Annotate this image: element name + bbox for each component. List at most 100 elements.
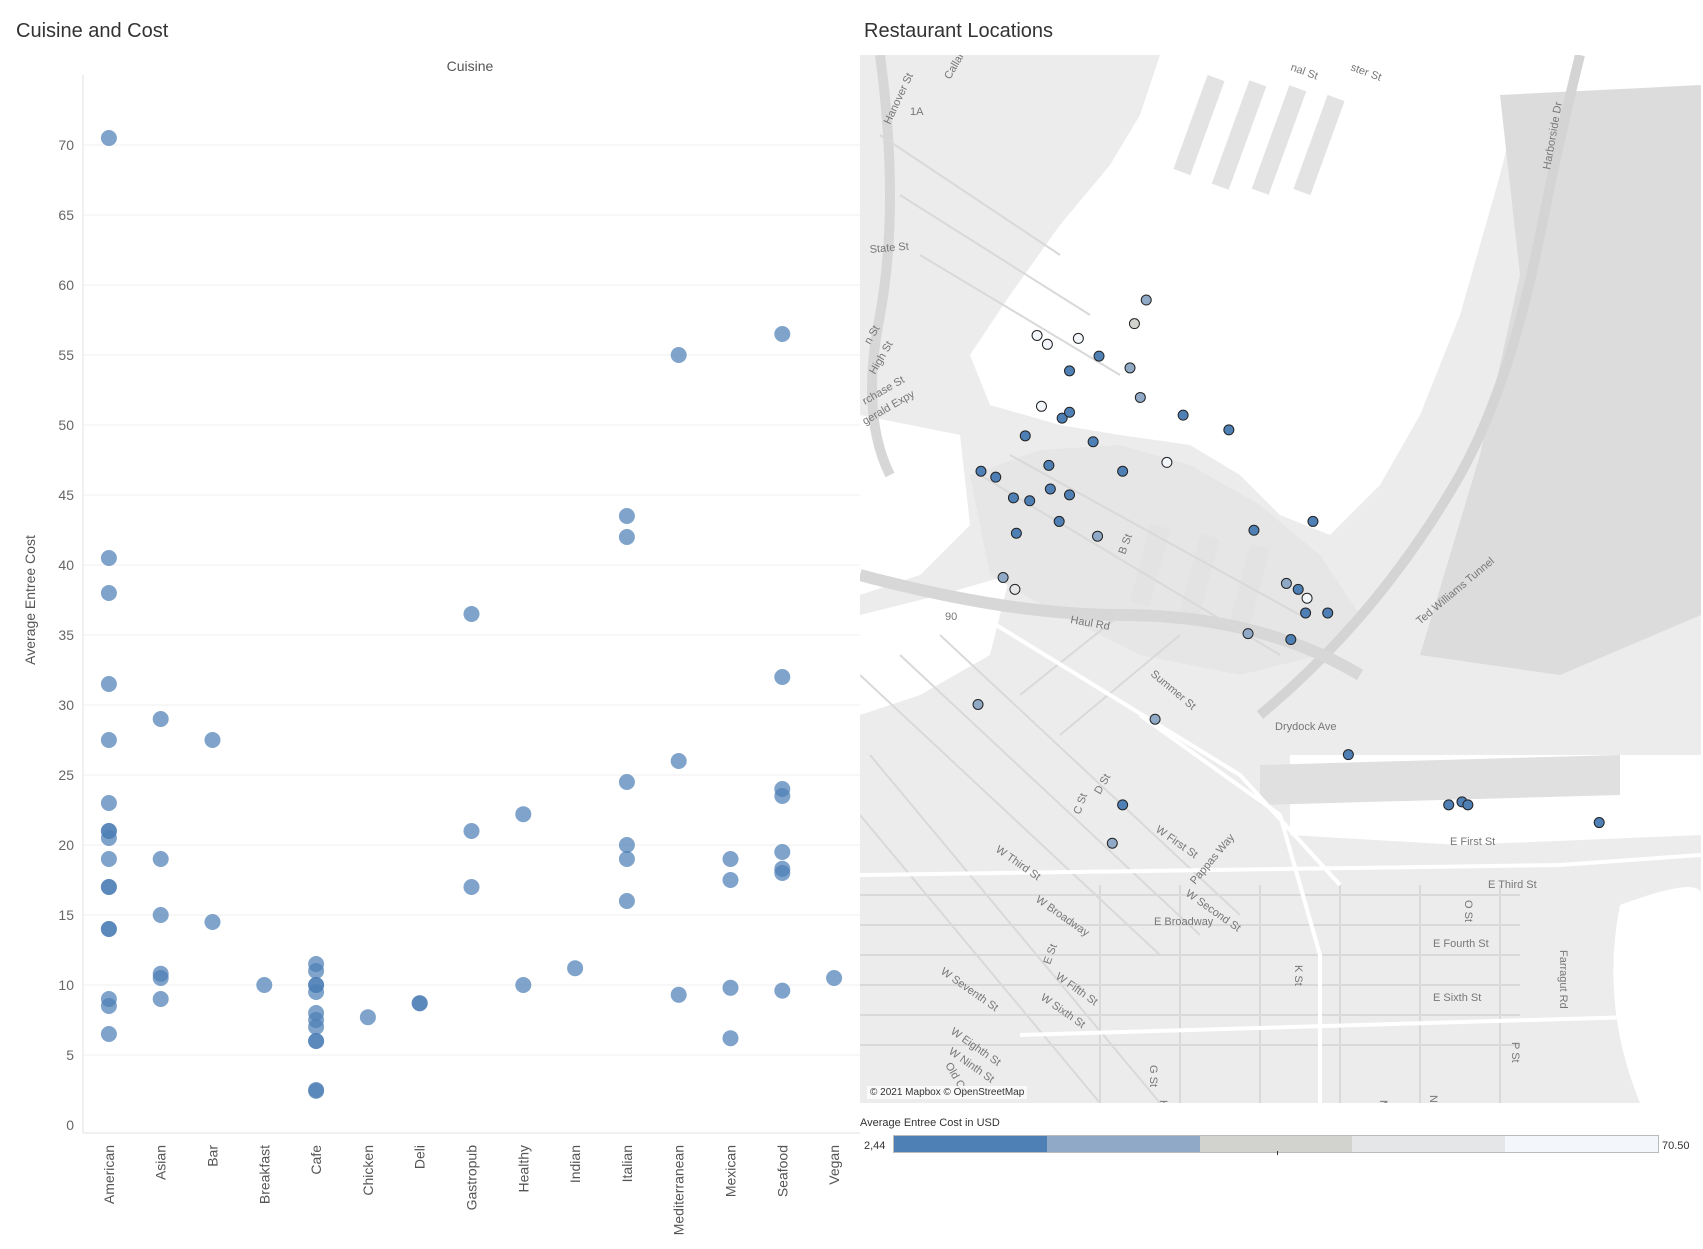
restaurant-marker[interactable] <box>1307 515 1319 527</box>
scatter-point[interactable] <box>100 550 117 566</box>
map-attribution[interactable]: © 2021 Mapbox © OpenStreetMap <box>867 1086 1028 1099</box>
scatter-point[interactable] <box>774 982 791 999</box>
scatter-point[interactable] <box>152 711 169 727</box>
scatter-point[interactable] <box>463 879 480 895</box>
scatter-point[interactable] <box>100 851 117 867</box>
scatter-point[interactable] <box>100 1026 117 1042</box>
scatter-point[interactable] <box>463 606 480 622</box>
restaurant-map[interactable]: Hanover St Callahan 1A nal St ster St Harbors… <box>860 55 1701 1103</box>
restaurant-marker[interactable] <box>1041 338 1053 350</box>
restaurant-marker[interactable] <box>1301 592 1313 604</box>
scatter-point[interactable] <box>515 806 532 823</box>
scatter-point[interactable] <box>308 1082 325 1099</box>
scatter-point[interactable] <box>100 795 117 811</box>
scatter-point[interactable] <box>359 1009 376 1026</box>
color-legend-bar[interactable] <box>893 1135 1659 1153</box>
restaurant-marker[interactable] <box>1093 350 1105 362</box>
restaurant-marker[interactable] <box>1056 412 1068 424</box>
restaurant-marker[interactable] <box>1117 799 1129 811</box>
restaurant-marker[interactable] <box>990 471 1002 483</box>
scatter-point[interactable] <box>308 1033 325 1049</box>
restaurant-marker[interactable] <box>997 572 1009 584</box>
scatter-point[interactable] <box>152 907 169 923</box>
scatter-point[interactable] <box>100 879 117 895</box>
scatter-point[interactable] <box>152 991 169 1007</box>
restaurant-marker[interactable] <box>1134 391 1146 403</box>
scatter-point[interactable] <box>670 347 687 363</box>
scatter-point[interactable] <box>774 788 791 804</box>
restaurant-marker[interactable] <box>1177 409 1189 421</box>
restaurant-marker[interactable] <box>1462 799 1474 811</box>
scatter-point[interactable] <box>256 977 273 993</box>
scatter-point[interactable] <box>774 326 791 342</box>
restaurant-marker[interactable] <box>1010 527 1022 539</box>
restaurant-marker[interactable] <box>1064 406 1076 418</box>
scatter-point[interactable] <box>204 914 221 930</box>
restaurant-marker[interactable] <box>1149 713 1161 725</box>
scatter-point[interactable] <box>308 1019 325 1035</box>
restaurant-marker[interactable] <box>1593 817 1605 829</box>
restaurant-marker[interactable] <box>1031 329 1043 341</box>
restaurant-marker[interactable] <box>1342 749 1354 761</box>
scatter-point[interactable] <box>515 977 532 993</box>
restaurant-marker[interactable] <box>1322 607 1334 619</box>
restaurant-marker[interactable] <box>1106 837 1118 849</box>
restaurant-marker[interactable] <box>1300 607 1312 619</box>
restaurant-marker[interactable] <box>1117 465 1129 477</box>
restaurant-marker[interactable] <box>1140 294 1152 306</box>
scatter-point[interactable] <box>722 1030 739 1047</box>
restaurant-marker[interactable] <box>1242 628 1254 640</box>
restaurant-marker[interactable] <box>1024 495 1036 507</box>
scatter-point[interactable] <box>618 508 635 524</box>
scatter-point[interactable] <box>618 837 635 853</box>
scatter-point[interactable] <box>411 995 428 1012</box>
scatter-point[interactable] <box>618 851 635 867</box>
scatter-point[interactable] <box>774 865 791 881</box>
restaurant-marker[interactable] <box>1223 424 1235 436</box>
scatter-point[interactable] <box>670 753 687 769</box>
restaurant-marker[interactable] <box>1248 524 1260 536</box>
scatter-point[interactable] <box>618 893 635 909</box>
restaurant-marker[interactable] <box>972 698 984 710</box>
restaurant-marker[interactable] <box>1087 436 1099 448</box>
restaurant-marker[interactable] <box>1064 489 1076 501</box>
restaurant-marker[interactable] <box>1019 430 1031 442</box>
restaurant-marker[interactable] <box>1035 400 1047 412</box>
restaurant-marker[interactable] <box>1443 799 1455 811</box>
restaurant-marker[interactable] <box>1124 362 1136 374</box>
restaurant-marker[interactable] <box>1007 492 1019 504</box>
scatter-point[interactable] <box>100 130 117 146</box>
restaurant-marker[interactable] <box>1292 583 1304 595</box>
scatter-point[interactable] <box>100 998 117 1014</box>
scatter-point[interactable] <box>826 970 843 986</box>
restaurant-marker[interactable] <box>1064 365 1076 377</box>
restaurant-marker[interactable] <box>1285 634 1297 646</box>
scatter-point[interactable] <box>308 963 325 979</box>
scatter-point[interactable] <box>204 732 221 748</box>
scatter-point[interactable] <box>722 979 739 996</box>
scatter-point[interactable] <box>774 844 791 860</box>
scatter-point[interactable] <box>567 960 584 977</box>
scatter-point[interactable] <box>100 830 117 846</box>
scatter-point[interactable] <box>774 669 791 685</box>
scatter-point[interactable] <box>152 970 169 986</box>
scatter-point[interactable] <box>100 676 117 692</box>
scatter-point[interactable] <box>100 921 117 937</box>
restaurant-marker[interactable] <box>1043 459 1055 471</box>
restaurant-marker[interactable] <box>1009 583 1021 595</box>
scatter-point[interactable] <box>152 851 169 867</box>
restaurant-marker[interactable] <box>1092 530 1104 542</box>
restaurant-marker[interactable] <box>1053 515 1065 527</box>
scatter-point[interactable] <box>722 851 739 867</box>
scatter-point[interactable] <box>618 774 635 790</box>
restaurant-marker[interactable] <box>1044 483 1056 495</box>
restaurant-marker[interactable] <box>975 465 987 477</box>
restaurant-marker[interactable] <box>1128 318 1140 330</box>
scatter-point[interactable] <box>618 529 635 545</box>
scatter-point[interactable] <box>722 872 739 888</box>
scatter-point[interactable] <box>463 823 480 839</box>
scatter-point[interactable] <box>100 732 117 748</box>
scatter-point[interactable] <box>670 986 687 1003</box>
scatter-point[interactable] <box>100 585 117 601</box>
